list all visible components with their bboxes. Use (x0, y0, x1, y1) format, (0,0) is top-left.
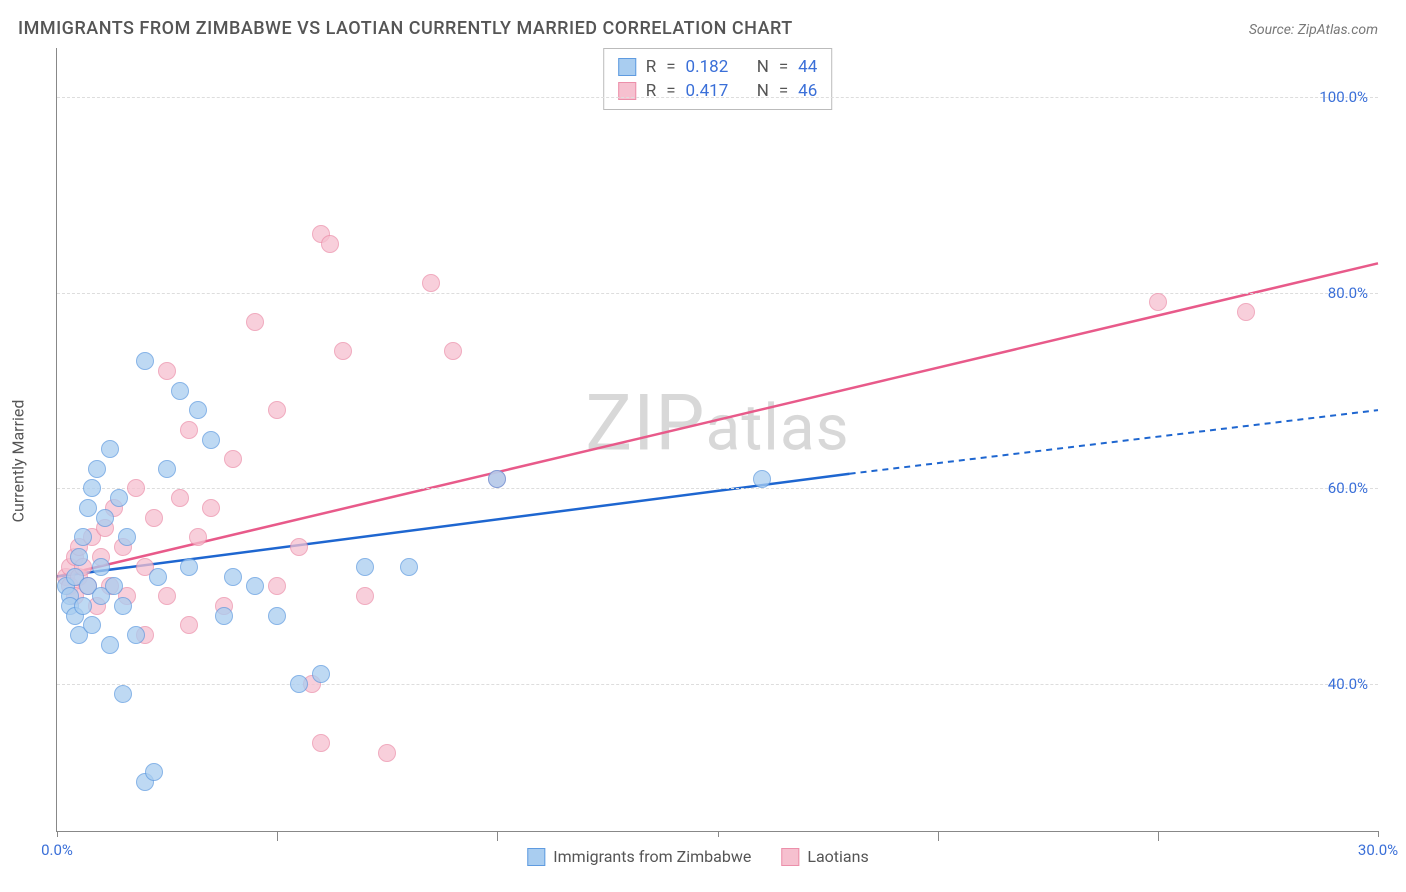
plot-region: ZIPatlas R = 0.182 N = 44 R = 0.417 N = (56, 48, 1378, 832)
data-point (180, 616, 198, 634)
data-point (158, 460, 176, 478)
watermark: ZIPatlas (585, 378, 849, 469)
trend-lines (57, 48, 1378, 831)
x-tick-label: 30.0% (1358, 841, 1398, 859)
data-point (79, 499, 97, 517)
data-point (110, 489, 128, 507)
data-point (202, 499, 220, 517)
data-point (246, 313, 264, 331)
data-point (127, 479, 145, 497)
data-point (321, 235, 339, 253)
x-minor-tick (497, 831, 498, 841)
x-minor-tick (1158, 831, 1159, 841)
data-point (224, 568, 242, 586)
y-tick-label: 60.0% (1328, 479, 1368, 497)
data-point (145, 509, 163, 527)
stats-legend: R = 0.182 N = 44 R = 0.417 N = 46 (603, 48, 833, 110)
gridline (57, 488, 1378, 489)
data-point (149, 568, 167, 586)
source-attribution: Source: ZipAtlas.com (1249, 22, 1378, 38)
gridline (57, 293, 1378, 294)
data-point (74, 528, 92, 546)
x-tick-label: 0.0% (41, 841, 73, 859)
data-point (118, 528, 136, 546)
data-point (356, 587, 374, 605)
data-point (312, 734, 330, 752)
y-axis-label: Currently Married (9, 400, 28, 523)
data-point (224, 450, 242, 468)
data-point (127, 626, 145, 644)
data-point (180, 558, 198, 576)
x-minor-tick (277, 831, 278, 841)
x-tick-mark (718, 831, 719, 837)
legend-label-a: Immigrants from Zimbabwe (553, 847, 751, 866)
data-point (101, 440, 119, 458)
data-point (334, 342, 352, 360)
data-point (1237, 303, 1255, 321)
data-point (189, 528, 207, 546)
legend-label-b: Laotians (807, 847, 868, 866)
data-point (189, 401, 207, 419)
legend-item-a: Immigrants from Zimbabwe (527, 847, 751, 866)
data-point (70, 548, 88, 566)
data-point (96, 509, 114, 527)
y-tick-label: 100.0% (1319, 88, 1368, 106)
data-point (92, 558, 110, 576)
data-point (74, 597, 92, 615)
data-point (101, 636, 119, 654)
n-value-a: 44 (798, 57, 817, 77)
data-point (753, 470, 771, 488)
data-point (268, 401, 286, 419)
data-point (290, 675, 308, 693)
y-tick-label: 80.0% (1328, 284, 1368, 302)
y-tick-label: 40.0% (1328, 675, 1368, 693)
data-point (268, 577, 286, 595)
data-point (171, 382, 189, 400)
x-minor-tick (938, 831, 939, 841)
data-point (400, 558, 418, 576)
data-point (145, 763, 163, 781)
data-point (158, 587, 176, 605)
data-point (444, 342, 462, 360)
data-point (215, 607, 233, 625)
data-point (114, 685, 132, 703)
chart-title: IMMIGRANTS FROM ZIMBABWE VS LAOTIAN CURR… (18, 18, 793, 39)
gridline (57, 97, 1378, 98)
legend-swatch-a (527, 848, 545, 866)
data-point (268, 607, 286, 625)
data-point (356, 558, 374, 576)
swatch-a (618, 58, 636, 76)
data-point (171, 489, 189, 507)
n-value-b: 46 (798, 81, 817, 101)
data-point (136, 352, 154, 370)
data-point (105, 577, 123, 595)
data-point (312, 665, 330, 683)
x-tick-mark (57, 831, 58, 837)
legend-swatch-b (781, 848, 799, 866)
data-point (378, 744, 396, 762)
data-point (180, 421, 198, 439)
data-point (88, 460, 106, 478)
r-value-a: 0.182 (686, 57, 729, 77)
data-point (488, 470, 506, 488)
data-point (246, 577, 264, 595)
x-tick-mark (1378, 831, 1379, 837)
data-point (290, 538, 308, 556)
r-value-b: 0.417 (686, 81, 729, 101)
stats-row-series-a: R = 0.182 N = 44 (618, 55, 818, 79)
data-point (202, 431, 220, 449)
data-point (422, 274, 440, 292)
data-point (83, 479, 101, 497)
legend-item-b: Laotians (781, 847, 868, 866)
stats-row-series-b: R = 0.417 N = 46 (618, 79, 818, 103)
data-point (83, 616, 101, 634)
data-point (114, 597, 132, 615)
series-legend: Immigrants from Zimbabwe Laotians (527, 847, 868, 866)
chart-area: Currently Married ZIPatlas R = 0.182 N =… (18, 48, 1378, 874)
gridline (57, 684, 1378, 685)
data-point (158, 362, 176, 380)
data-point (1149, 293, 1167, 311)
